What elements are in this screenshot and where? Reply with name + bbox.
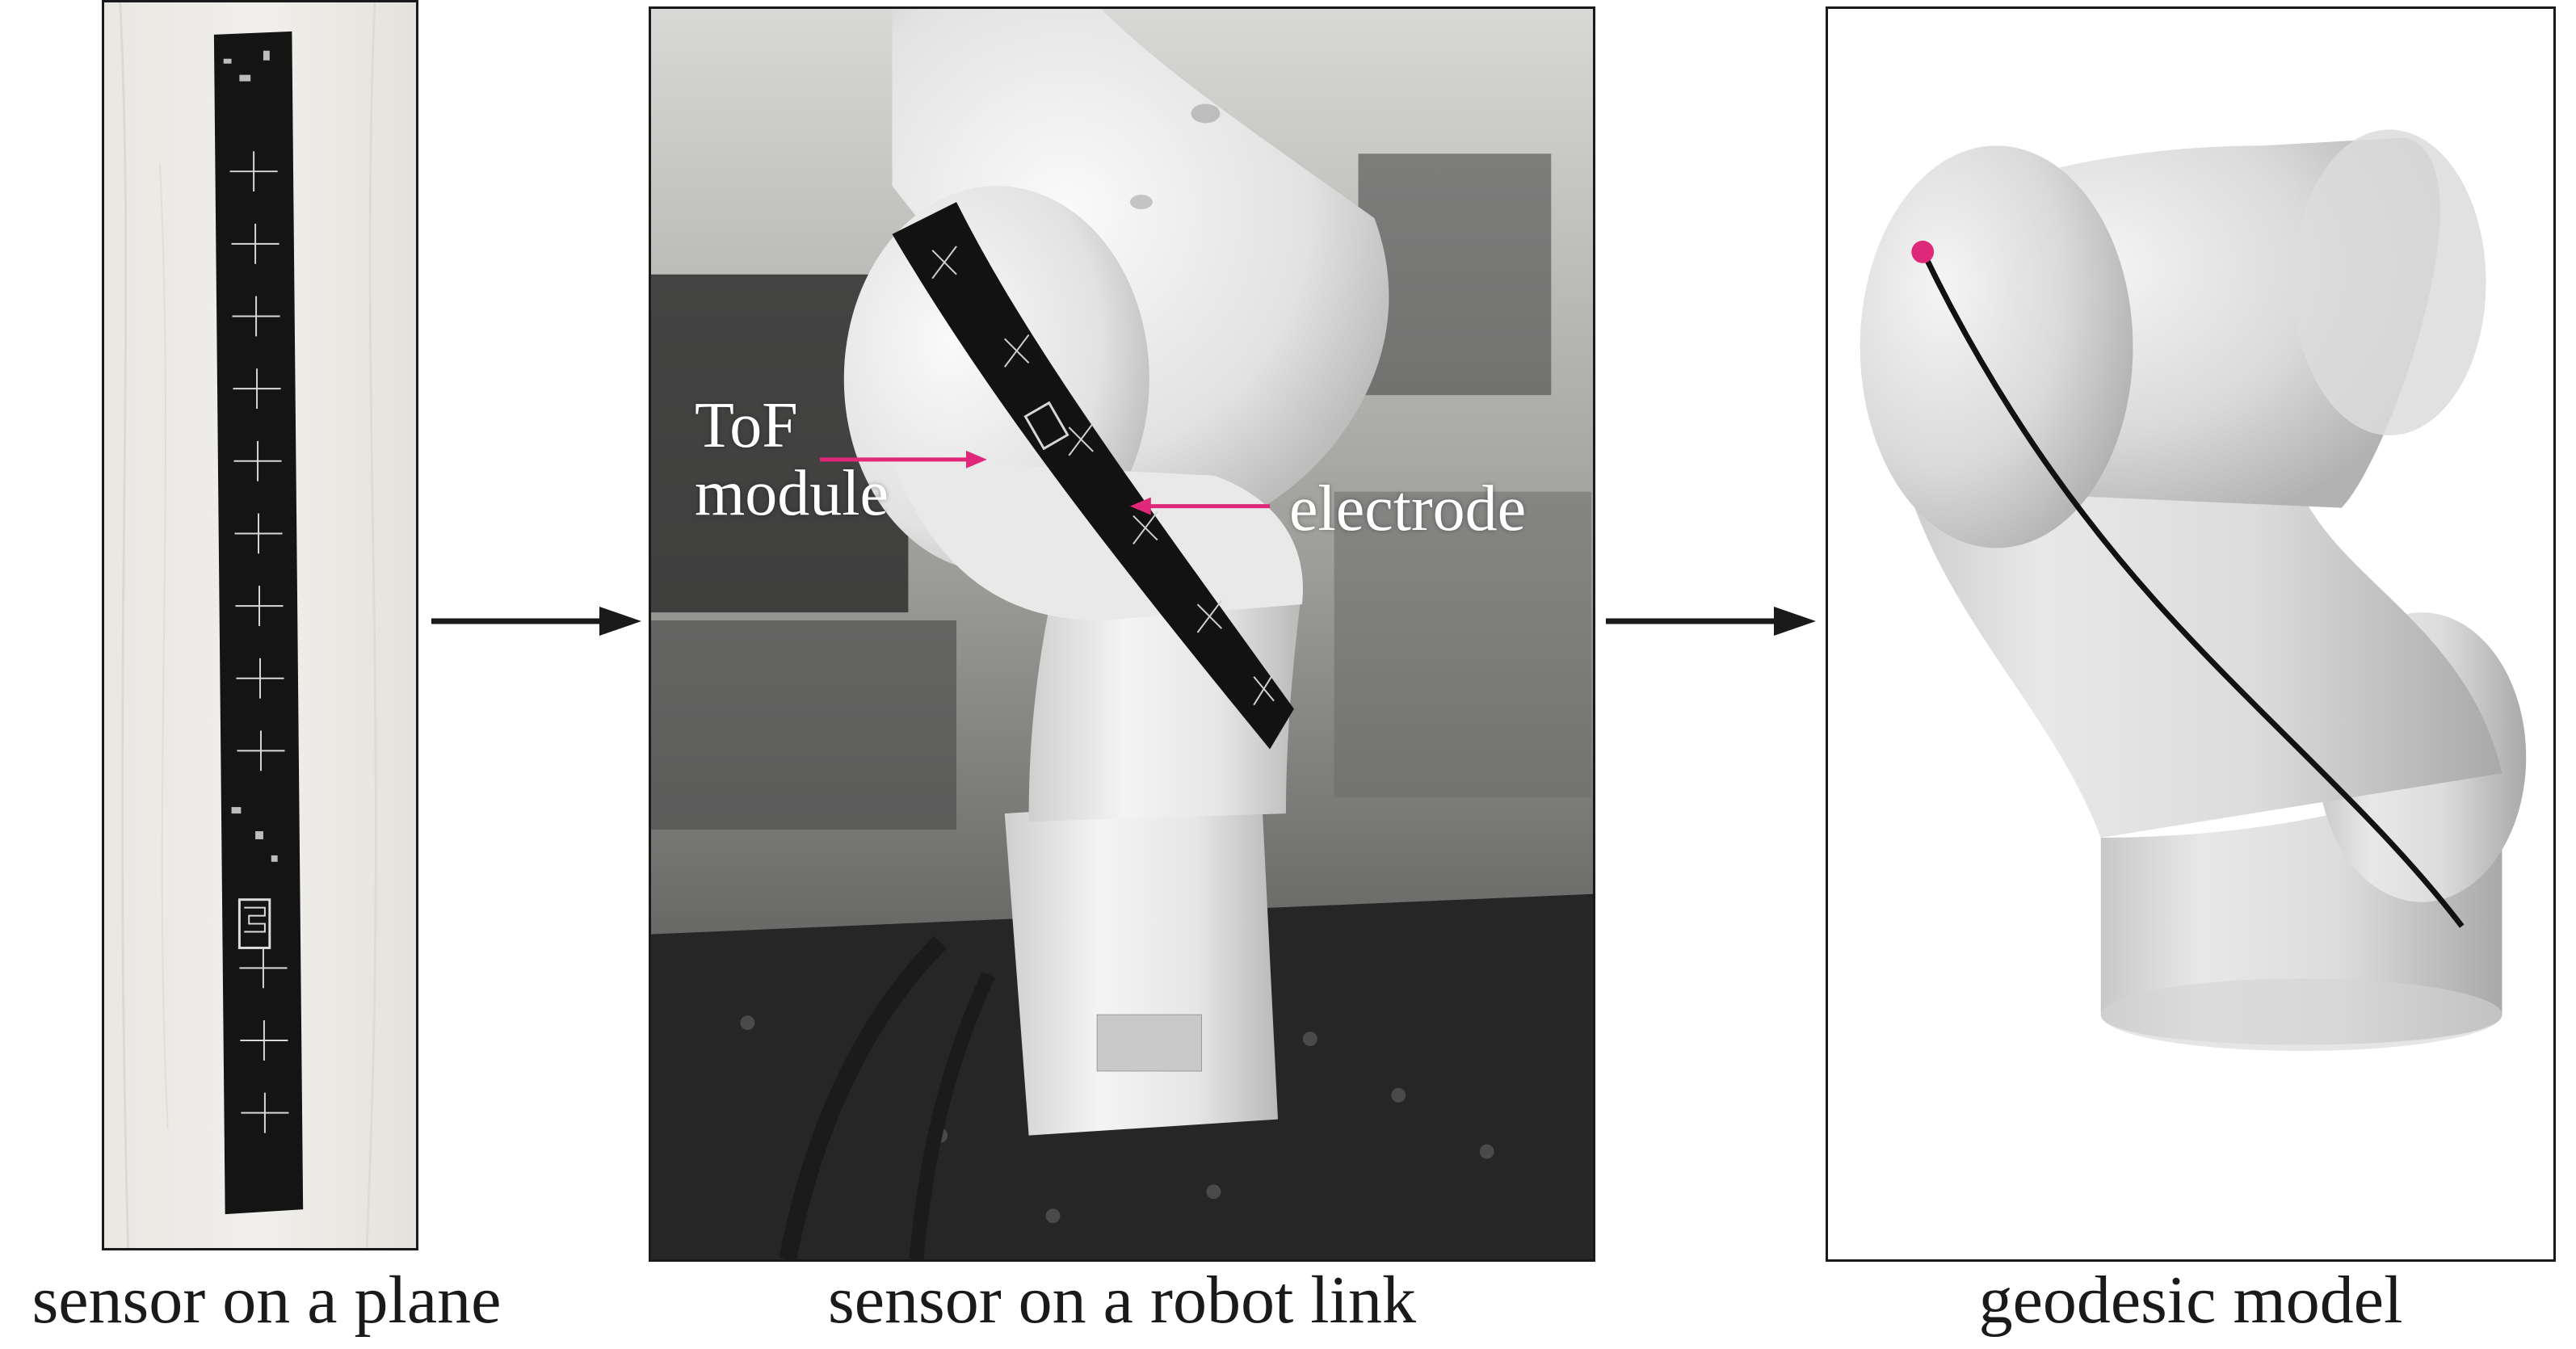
electrode-label: electrode — [1289, 473, 1527, 544]
tof-label-line2: module — [695, 458, 889, 529]
tof-callout-arrow — [819, 450, 987, 469]
geodesic-line — [1922, 253, 2465, 928]
electrode-callout-arrow — [1129, 497, 1271, 515]
electrode-pattern — [229, 151, 289, 1133]
caption-geodesic-model: geodesic model — [1978, 1263, 2403, 1338]
caption-sensor-on-robot-link: sensor on a robot link — [828, 1263, 1416, 1338]
geodesic-model-render — [1826, 6, 2556, 1262]
robot-base — [1004, 797, 1279, 1136]
tof-module — [237, 898, 271, 949]
robot-link-illustration — [651, 9, 1593, 1259]
tof-label-line1: ToF — [695, 390, 798, 461]
tof-module-label: ToF module — [695, 392, 889, 527]
sensor-strip-on-link — [892, 202, 1294, 750]
sensor-plane-photo — [102, 0, 418, 1250]
geodesic-start-marker — [1911, 240, 1935, 263]
model-head-sphere — [1860, 145, 2133, 548]
robot-link-photo — [649, 6, 1595, 1262]
flow-arrow-right — [1606, 607, 1816, 636]
caption-sensor-on-plane: sensor on a plane — [32, 1263, 502, 1338]
flow-arrow-right — [431, 607, 641, 636]
tof-module-on-link — [1023, 401, 1069, 451]
electrode-pattern-on-link — [931, 246, 1275, 706]
robot-upper-arm — [892, 9, 1389, 515]
geodesic-model-illustration — [1860, 129, 2527, 1051]
sensor-plane-illustration — [104, 2, 416, 1248]
